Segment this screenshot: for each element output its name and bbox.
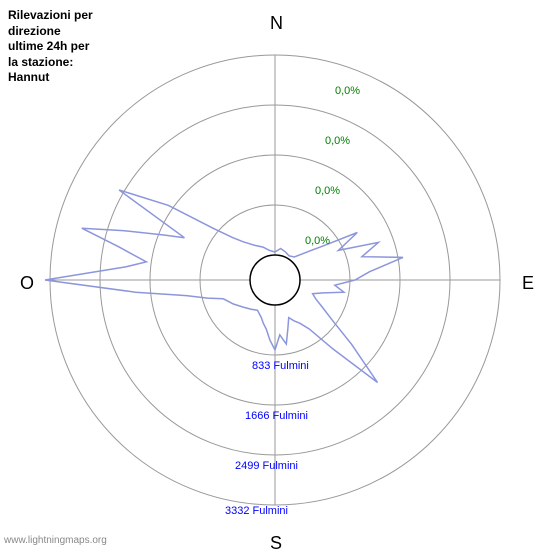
title-line: ultime 24h per <box>8 39 93 55</box>
title-line: direzione <box>8 24 93 40</box>
chart-title: Rilevazioni perdirezioneultime 24h perla… <box>8 8 93 86</box>
ring-label-percent: 0,0% <box>325 135 350 147</box>
cardinal-west: O <box>20 273 34 294</box>
ring-label-percent: 0,0% <box>335 85 360 97</box>
title-line: Hannut <box>8 70 93 86</box>
title-line: la stazione: <box>8 55 93 71</box>
cardinal-east: E <box>522 273 534 294</box>
ring-label-percent: 0,0% <box>315 185 340 197</box>
cardinal-north: N <box>270 13 283 34</box>
cardinal-south: S <box>270 533 282 554</box>
title-line: Rilevazioni per <box>8 8 93 24</box>
ring-label-percent: 0,0% <box>305 235 330 247</box>
ring-label-count: 2499 Fulmini <box>235 460 298 472</box>
ring-label-count: 3332 Fulmini <box>225 505 288 517</box>
ring-label-count: 833 Fulmini <box>252 360 309 372</box>
polar-chart: Rilevazioni perdirezioneultime 24h perla… <box>0 0 550 550</box>
footer-credit: www.lightningmaps.org <box>4 535 107 546</box>
ring-label-count: 1666 Fulmini <box>245 410 308 422</box>
